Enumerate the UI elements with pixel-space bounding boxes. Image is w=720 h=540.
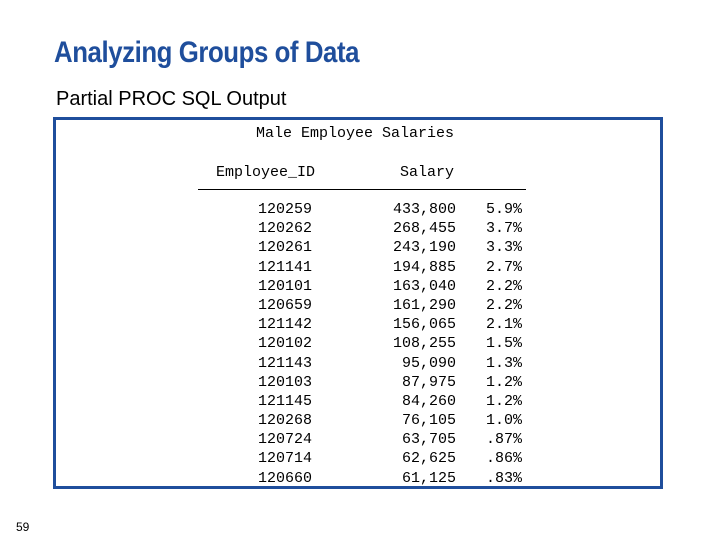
salary-cell: 163,040 bbox=[392, 277, 456, 295]
slide-title: Analyzing Groups of Data bbox=[54, 36, 360, 69]
employee-id-cell: 120724 bbox=[258, 431, 313, 449]
table-row: 120262 268,455 3.7% bbox=[56, 220, 660, 239]
percent-cell: 3.7% bbox=[485, 220, 522, 238]
employee-id-cell: 120102 bbox=[258, 335, 313, 353]
salary-cell: 95,090 bbox=[401, 354, 456, 372]
percent-cell: 3.3% bbox=[485, 239, 522, 257]
report-title: Male Employee Salaries bbox=[256, 125, 455, 142]
salary-cell: 76,105 bbox=[401, 412, 456, 430]
report-rows: 120259 433,800 5.9% 120262 268,455 3.7% 120261… bbox=[56, 201, 660, 489]
slide-subtitle: Partial PROC SQL Output bbox=[56, 88, 287, 110]
table-row: 121143 95,090 1.3% bbox=[56, 355, 660, 374]
table-row: 121145 84,260 1.2% bbox=[56, 393, 660, 412]
salary-cell: 108,255 bbox=[392, 335, 456, 353]
percent-cell: 5.9% bbox=[485, 201, 522, 218]
table-row: 120101 163,040 2.2% bbox=[56, 278, 660, 297]
salary-cell: 61,125 bbox=[401, 469, 456, 487]
percent-cell: .86% bbox=[485, 450, 522, 468]
employee-id-cell: 121143 bbox=[258, 354, 313, 372]
salary-cell: 62,625 bbox=[401, 450, 456, 468]
employee-id-cell: 120714 bbox=[258, 450, 313, 468]
percent-cell: .87% bbox=[485, 431, 522, 449]
salary-cell: 84,260 bbox=[401, 392, 456, 410]
sql-output-box: Male Employee Salaries Employee_ID Salar… bbox=[53, 117, 663, 489]
table-row: 120268 76,105 1.0% bbox=[56, 412, 660, 431]
table-row: 120261 243,190 3.3% bbox=[56, 239, 660, 258]
employee-id-cell: 121145 bbox=[258, 392, 313, 410]
column-header-salary: Salary bbox=[400, 164, 455, 181]
percent-cell: 1.0% bbox=[485, 412, 522, 430]
percent-cell: .83% bbox=[485, 469, 522, 487]
employee-id-cell: 120262 bbox=[258, 220, 313, 238]
table-row: 120103 87,975 1.2% bbox=[56, 374, 660, 393]
employee-id-cell: 121141 bbox=[258, 258, 313, 276]
percent-cell: 2.2% bbox=[485, 296, 522, 314]
table-row: 121141 194,885 2.7% bbox=[56, 259, 660, 278]
percent-cell: 1.5% bbox=[485, 335, 522, 353]
percent-cell: 2.2% bbox=[485, 277, 522, 295]
employee-id-cell: 120261 bbox=[258, 239, 313, 257]
page-number: 59 bbox=[16, 520, 30, 534]
percent-cell: 1.3% bbox=[485, 354, 522, 372]
employee-id-cell: 120103 bbox=[258, 373, 313, 391]
percent-cell: 2.1% bbox=[485, 316, 522, 334]
employee-id-cell: 120259 bbox=[258, 201, 313, 218]
percent-cell: 1.2% bbox=[485, 392, 522, 410]
salary-cell: 63,705 bbox=[401, 431, 456, 449]
employee-id-cell: 121142 bbox=[258, 316, 313, 334]
employee-id-cell: 120101 bbox=[258, 277, 313, 295]
table-row: 120724 63,705 .87% bbox=[56, 431, 660, 450]
salary-cell: 161,290 bbox=[392, 296, 456, 314]
salary-cell: 87,975 bbox=[401, 373, 456, 391]
employee-id-cell: 120660 bbox=[258, 469, 313, 487]
salary-cell: 156,065 bbox=[392, 316, 456, 334]
table-row: 120714 62,625 .86% bbox=[56, 450, 660, 469]
percent-cell: 2.7% bbox=[485, 258, 522, 276]
employee-id-cell: 120659 bbox=[258, 296, 313, 314]
column-header-employee-id: Employee_ID bbox=[216, 164, 316, 181]
header-rule bbox=[198, 189, 526, 190]
table-row: 120102 108,255 1.5% bbox=[56, 335, 660, 354]
salary-cell: 243,190 bbox=[392, 239, 456, 257]
table-row: 120660 61,125 .83% bbox=[56, 470, 660, 489]
percent-cell: 1.2% bbox=[485, 373, 522, 391]
table-row: 120659 161,290 2.2% bbox=[56, 297, 660, 316]
table-row: 120259 433,800 5.9% bbox=[56, 201, 660, 220]
salary-cell: 268,455 bbox=[392, 220, 456, 238]
table-row: 121142 156,065 2.1% bbox=[56, 316, 660, 335]
salary-cell: 194,885 bbox=[392, 258, 456, 276]
employee-id-cell: 120268 bbox=[258, 412, 313, 430]
salary-cell: 433,800 bbox=[392, 201, 456, 218]
